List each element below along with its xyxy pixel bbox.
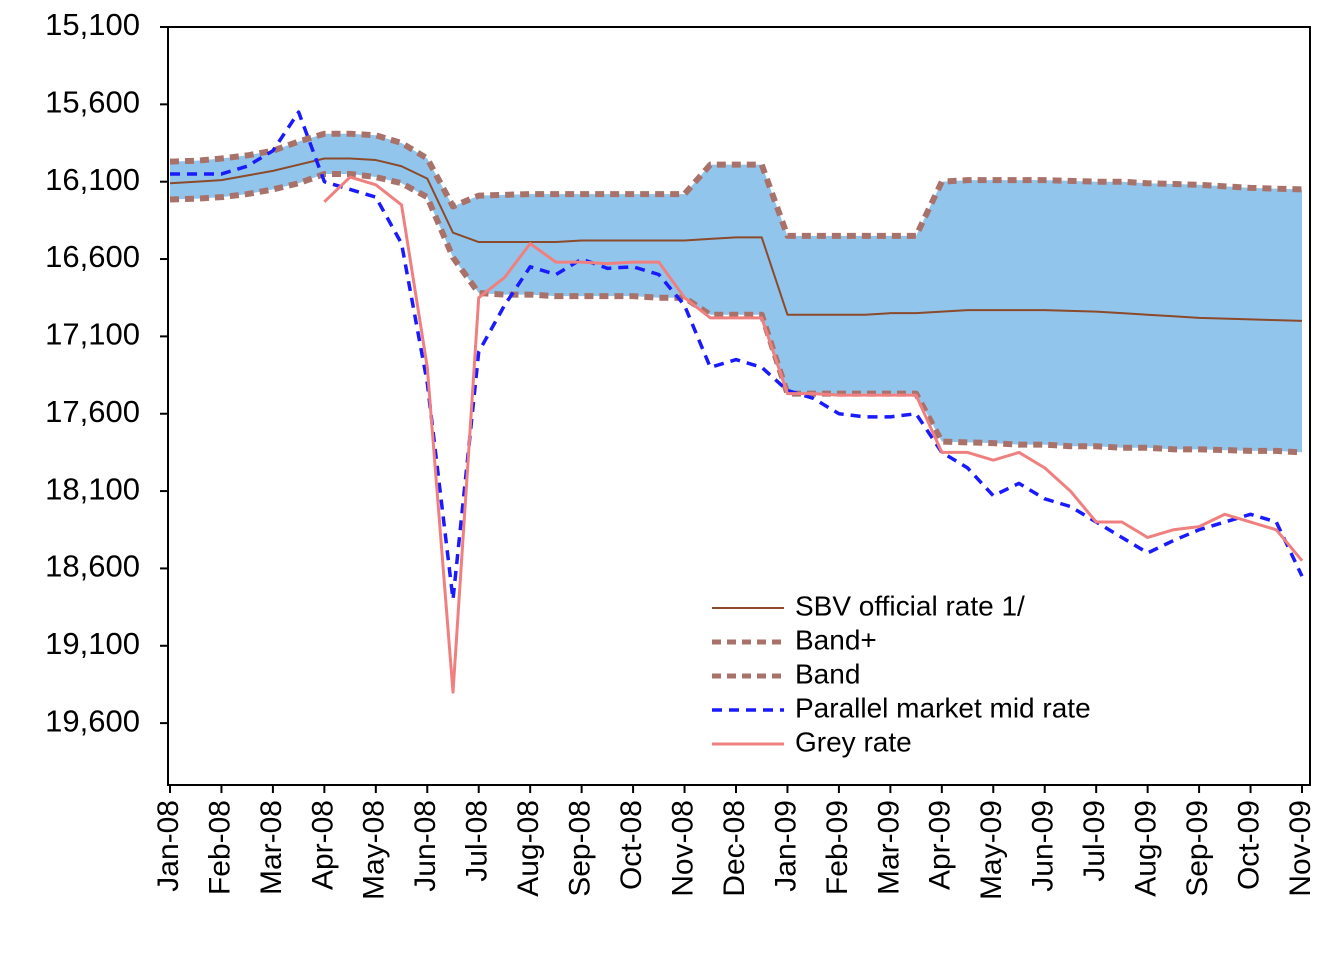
x-tick-label: Apr-08 <box>306 800 339 890</box>
series-line <box>323 175 1304 694</box>
x-tick-label: May-09 <box>975 800 1008 900</box>
x-tick-label: May-08 <box>358 800 391 900</box>
legend-label: Parallel market mid rate <box>795 692 1091 723</box>
x-tick-label: Jul-08 <box>461 800 494 882</box>
x-tick-label: Jun-09 <box>1027 800 1060 892</box>
y-tick-label: 17,100 <box>45 317 140 352</box>
x-tick-label: Sep-09 <box>1181 800 1214 897</box>
x-tick-label: Jul-09 <box>1078 800 1111 882</box>
x-tick-label: Jun-08 <box>409 800 442 892</box>
x-tick-label: Mar-08 <box>255 800 288 895</box>
x-tick-label: Apr-09 <box>924 800 957 890</box>
plot-frame <box>167 26 1311 786</box>
y-tick-label: 16,600 <box>45 239 140 274</box>
series-line <box>169 170 1303 456</box>
y-tick-label: 18,600 <box>45 549 140 584</box>
y-tick-label: 15,600 <box>45 85 140 120</box>
legend-label: SBV official rate 1/ <box>795 590 1025 621</box>
x-tick-label: Dec-08 <box>718 800 751 897</box>
y-tick-label: 17,600 <box>45 394 140 429</box>
y-tick-label: 19,100 <box>45 626 140 661</box>
x-tick-label: Oct-09 <box>1232 800 1265 890</box>
y-tick-label: 18,100 <box>45 471 140 506</box>
x-tick-label: Nov-09 <box>1284 800 1317 897</box>
x-tick-label: Oct-08 <box>615 800 648 890</box>
band-area <box>170 133 1302 453</box>
y-tick-label: 19,600 <box>45 703 140 738</box>
x-tick-label: Sep-08 <box>564 800 597 897</box>
y-tick-label: 15,100 <box>45 7 140 42</box>
series-line <box>169 130 1303 239</box>
x-tick-label: Mar-09 <box>872 800 905 895</box>
legend-label: Band+ <box>795 624 877 655</box>
x-tick-label: Nov-08 <box>666 800 699 897</box>
x-tick-label: Aug-09 <box>1130 800 1163 897</box>
y-tick-label: 16,100 <box>45 162 140 197</box>
x-tick-label: Jan-09 <box>769 800 802 892</box>
series-line <box>169 157 1303 322</box>
x-tick-label: Jan-08 <box>152 800 185 892</box>
legend-label: Band <box>795 658 860 689</box>
x-tick-label: Feb-08 <box>203 800 236 895</box>
series-line <box>170 110 1304 602</box>
legend-label: Grey rate <box>795 726 912 757</box>
x-tick-label: Aug-08 <box>512 800 545 897</box>
x-tick-label: Feb-09 <box>821 800 854 895</box>
